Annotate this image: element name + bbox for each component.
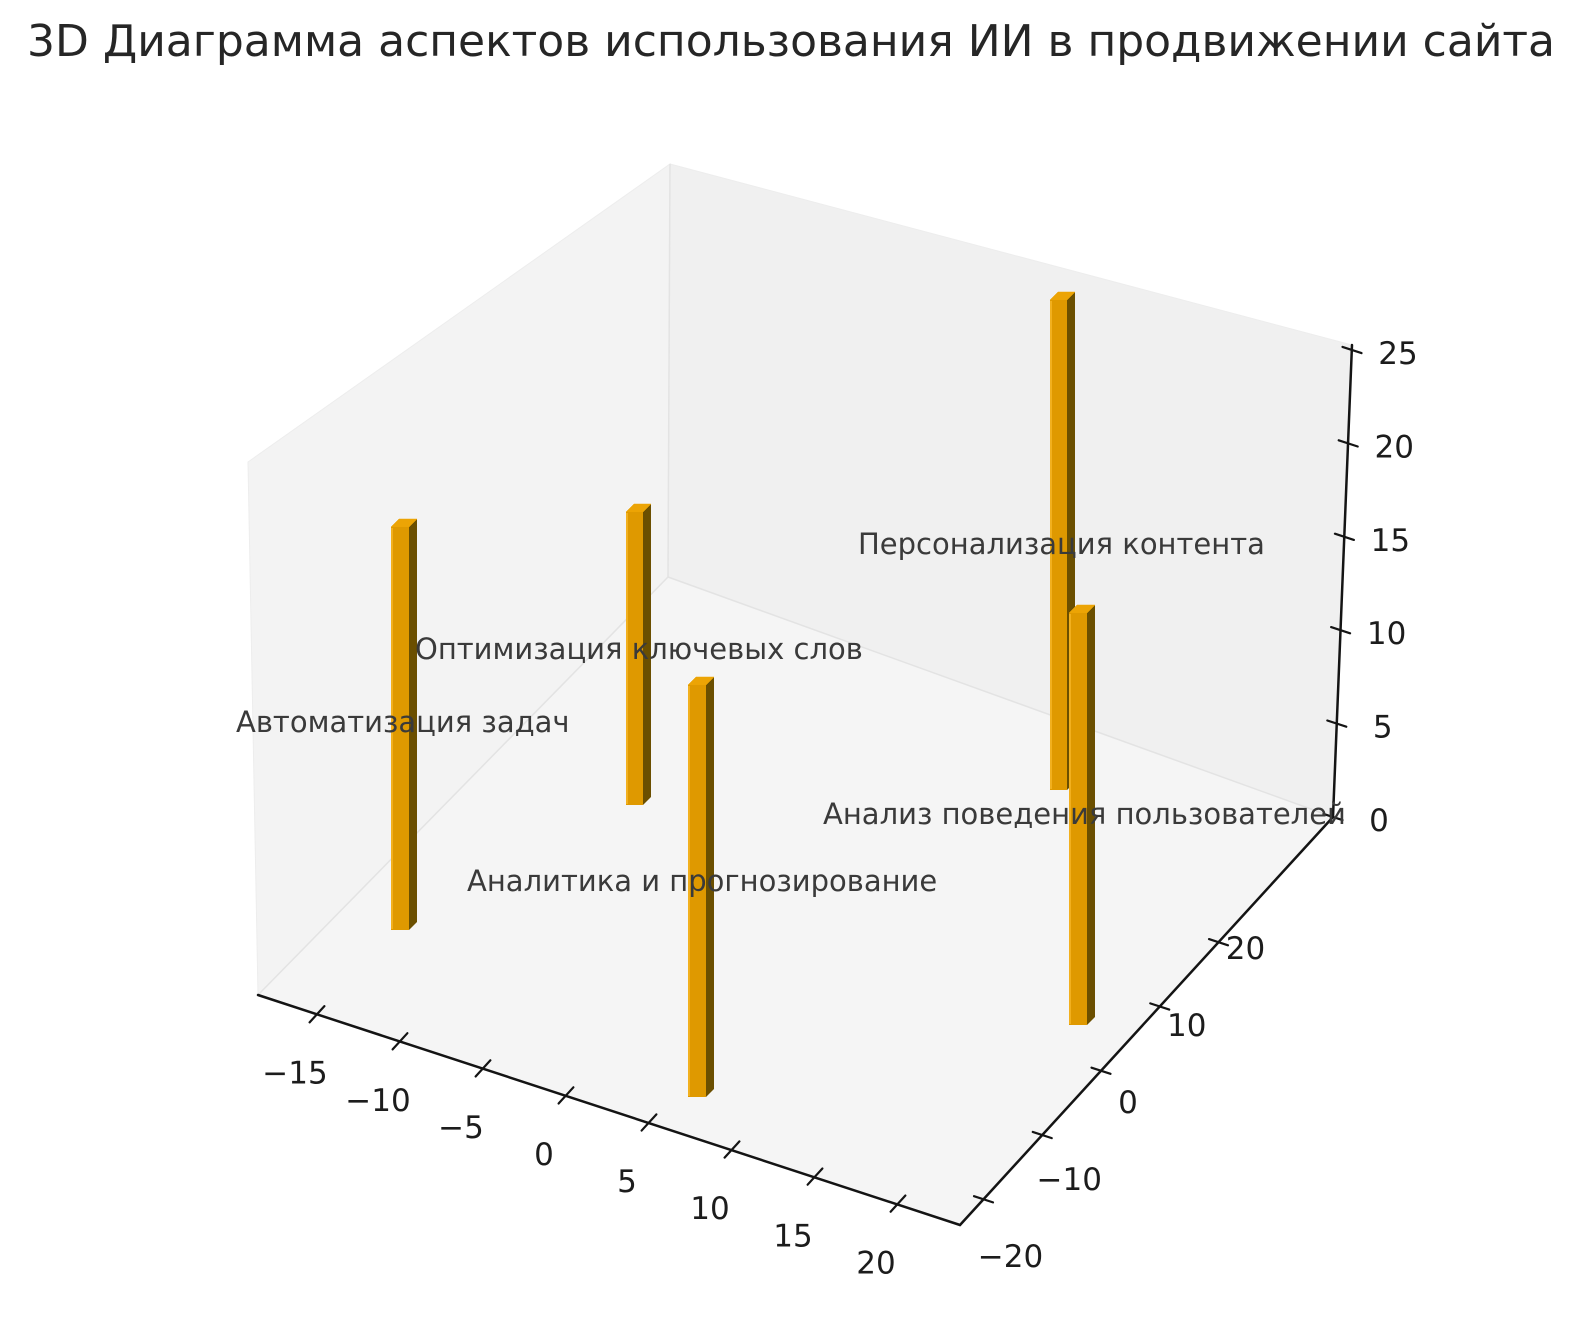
pane-seam-floor-left <box>257 576 669 996</box>
chart-title: 3D Диаграмма аспектов использования ИИ в… <box>26 16 1556 67</box>
x-tick <box>806 1167 824 1186</box>
z-tick <box>1329 625 1352 635</box>
x-tick <box>474 1059 492 1078</box>
x-tick <box>640 1113 658 1132</box>
x-tick <box>308 1005 326 1024</box>
y-tick-label: 10 <box>1167 1008 1206 1044</box>
z-tick-label: 10 <box>1367 616 1406 652</box>
bar-side-face <box>1087 605 1095 1025</box>
y-tick-label: 20 <box>1226 931 1265 967</box>
bar-front-face <box>626 512 643 805</box>
pane-seam-floor-right <box>667 576 1334 818</box>
x-tick <box>889 1194 907 1213</box>
bar-front-face <box>391 527 409 930</box>
y-tick-label: −20 <box>978 1239 1043 1275</box>
y-tick <box>1090 1066 1112 1075</box>
x-tick <box>723 1140 741 1159</box>
bar-side-face <box>643 504 651 805</box>
x-tick-label: 10 <box>690 1191 729 1227</box>
bar-label: Автоматизация задач <box>236 705 570 739</box>
bar-side-face <box>409 519 417 930</box>
bar-front-face <box>688 685 706 1097</box>
y-tick <box>1207 938 1230 947</box>
z-tick-label: 0 <box>1369 803 1389 839</box>
y-tick-label: 0 <box>1118 1085 1138 1121</box>
x-tick-label: 5 <box>617 1164 637 1200</box>
z-tick-label: 20 <box>1374 429 1413 465</box>
x-tick-label: −10 <box>345 1083 410 1119</box>
z-tick-label: 5 <box>1373 710 1393 746</box>
z-tick <box>1322 812 1344 822</box>
x-tick-label: 20 <box>856 1245 895 1281</box>
x-tick-label: −5 <box>438 1110 484 1146</box>
x-tick <box>391 1032 409 1051</box>
z-tick <box>1341 345 1363 355</box>
bar-front-face <box>1069 613 1087 1025</box>
z-tick <box>1333 532 1356 542</box>
bar-front-face <box>1050 300 1067 790</box>
bar-side-face <box>706 677 714 1097</box>
x-tick-label: 0 <box>534 1137 554 1173</box>
z-tick-label: 15 <box>1371 523 1410 559</box>
x-tick-label: 15 <box>773 1218 812 1254</box>
bar-label: Персонализация контента <box>858 527 1265 561</box>
x-axis-line <box>256 993 962 1227</box>
x-tick-label: −15 <box>262 1056 327 1092</box>
z-tick <box>1326 719 1348 728</box>
z-tick <box>1337 439 1359 448</box>
bar-label: Аналитика и прогнозирование <box>467 864 937 898</box>
z-tick-label: 25 <box>1378 336 1417 372</box>
bar-label: Анализ поведения пользователей <box>823 797 1346 831</box>
y-tick <box>972 1195 995 1204</box>
x-tick <box>557 1086 575 1105</box>
y-axis-line <box>958 815 1335 1227</box>
y-tick <box>1031 1130 1053 1140</box>
bar-label: Оптимизация ключевых слов <box>415 632 863 666</box>
z-axis-line <box>1331 343 1354 819</box>
pane-seam-back-edge <box>667 163 671 578</box>
y-tick-label: −10 <box>1037 1162 1102 1198</box>
y-tick <box>1149 1002 1171 1011</box>
